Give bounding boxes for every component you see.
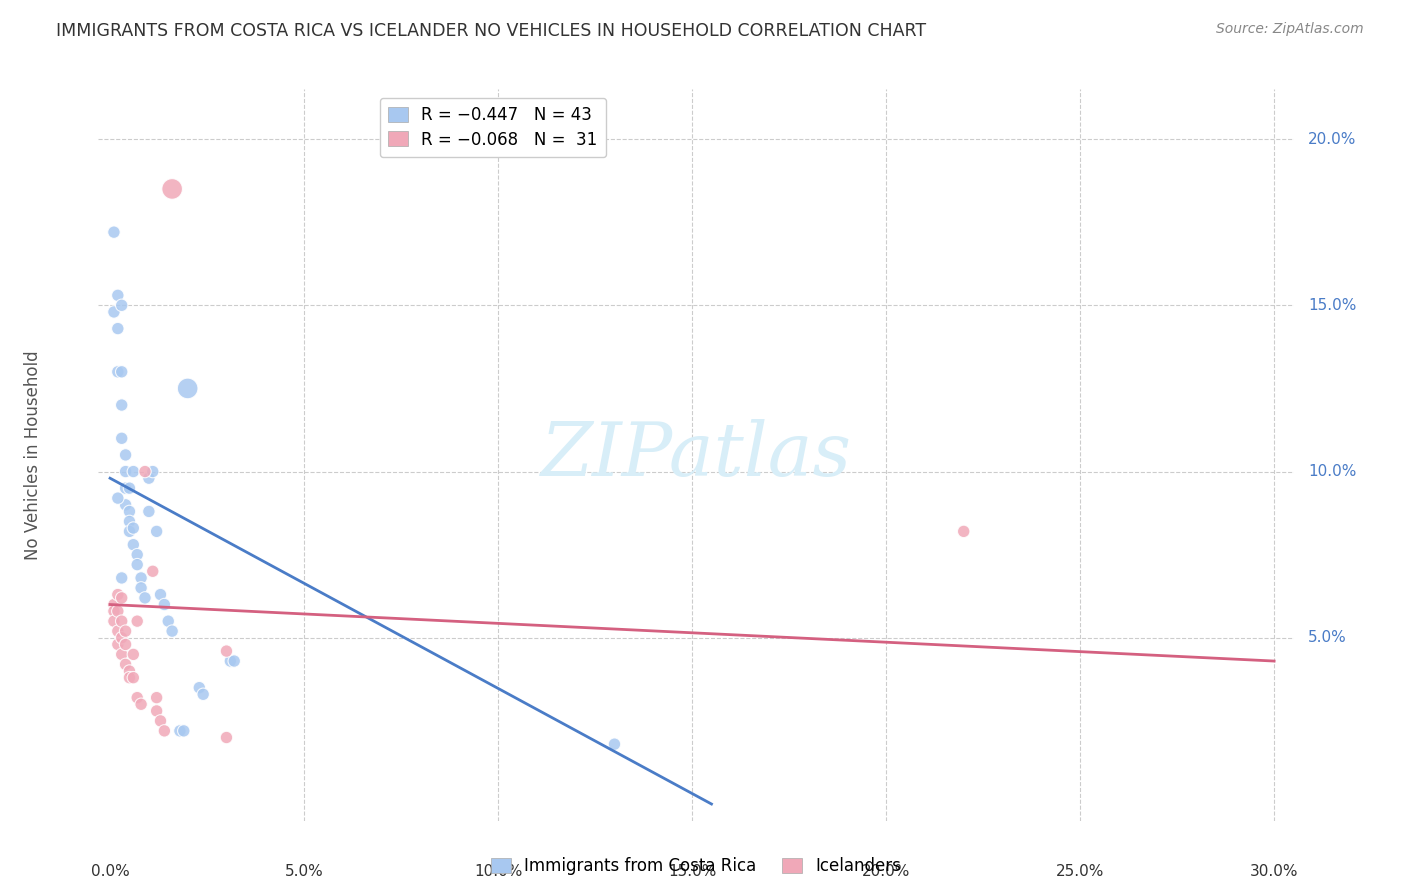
Point (107, 288, 129, 302)
Point (160, 624, 183, 639)
Point (219, 654, 242, 668)
Text: IMMIGRANTS FROM COSTA RICA VS ICELANDER NO VEHICLES IN HOUSEHOLD CORRELATION CHA: IMMIGRANTS FROM COSTA RICA VS ICELANDER … (56, 22, 927, 40)
Point (118, 515, 141, 529)
Point (103, 604, 125, 618)
Point (111, 571, 134, 585)
Point (114, 637, 136, 651)
Point (107, 365, 129, 379)
Point (138, 504, 160, 518)
Point (215, 644, 238, 658)
Point (122, 648, 145, 662)
Text: 15.0%: 15.0% (668, 863, 716, 879)
Point (118, 481, 141, 495)
Point (114, 657, 136, 672)
Point (176, 381, 198, 395)
Point (118, 524, 141, 539)
Point (169, 723, 191, 738)
Point (127, 614, 149, 628)
Point (111, 365, 134, 379)
Point (134, 591, 156, 605)
Point (127, 690, 149, 705)
Point (114, 465, 136, 479)
Text: 30.0%: 30.0% (1250, 863, 1298, 879)
Point (145, 690, 167, 705)
Text: ZIPatlas: ZIPatlas (540, 418, 852, 491)
Point (111, 631, 134, 645)
Text: 15.0%: 15.0% (1308, 298, 1357, 313)
Point (107, 321, 129, 335)
Point (149, 588, 172, 602)
Text: 10.0%: 10.0% (474, 863, 522, 879)
Point (603, 737, 626, 751)
Point (215, 731, 238, 745)
Point (122, 521, 145, 535)
Point (129, 571, 152, 585)
Point (952, 524, 974, 539)
Point (122, 538, 145, 552)
Point (122, 671, 145, 685)
Point (111, 298, 134, 312)
Text: 5.0%: 5.0% (284, 863, 323, 879)
Point (107, 637, 129, 651)
Point (118, 671, 141, 685)
Text: 0.0%: 0.0% (90, 863, 129, 879)
Point (138, 471, 160, 485)
Point (122, 465, 145, 479)
Point (103, 225, 125, 239)
Text: Source: ZipAtlas.com: Source: ZipAtlas.com (1216, 22, 1364, 37)
Point (188, 681, 211, 695)
Point (103, 614, 125, 628)
Point (111, 614, 134, 628)
Point (149, 714, 172, 728)
Point (145, 524, 167, 539)
Point (134, 465, 156, 479)
Point (114, 481, 136, 495)
Point (145, 704, 167, 718)
Point (107, 491, 129, 505)
Point (111, 431, 134, 445)
Point (118, 664, 141, 678)
Point (107, 604, 129, 618)
Text: 10.0%: 10.0% (1308, 464, 1357, 479)
Point (153, 598, 176, 612)
Point (111, 648, 134, 662)
Text: 25.0%: 25.0% (1056, 863, 1104, 879)
Point (160, 182, 183, 196)
Point (111, 398, 134, 412)
Point (153, 723, 176, 738)
Point (193, 687, 215, 701)
Point (114, 448, 136, 462)
Point (173, 723, 195, 738)
Point (111, 591, 134, 605)
Point (224, 654, 246, 668)
Point (107, 588, 129, 602)
Text: 20.0%: 20.0% (862, 863, 910, 879)
Point (103, 305, 125, 319)
Point (142, 465, 165, 479)
Legend: Immigrants from Costa Rica, Icelanders: Immigrants from Costa Rica, Icelanders (485, 850, 907, 882)
Point (142, 564, 165, 578)
Point (107, 624, 129, 639)
Point (114, 498, 136, 512)
Point (103, 598, 125, 612)
Text: No Vehicles in Household: No Vehicles in Household (24, 350, 42, 560)
Text: 5.0%: 5.0% (1308, 631, 1347, 645)
Point (157, 614, 180, 628)
Text: 20.0%: 20.0% (1308, 132, 1357, 146)
Point (127, 548, 149, 562)
Point (127, 558, 149, 572)
Point (118, 504, 141, 518)
Point (129, 581, 152, 595)
Point (129, 698, 152, 712)
Point (114, 624, 136, 639)
